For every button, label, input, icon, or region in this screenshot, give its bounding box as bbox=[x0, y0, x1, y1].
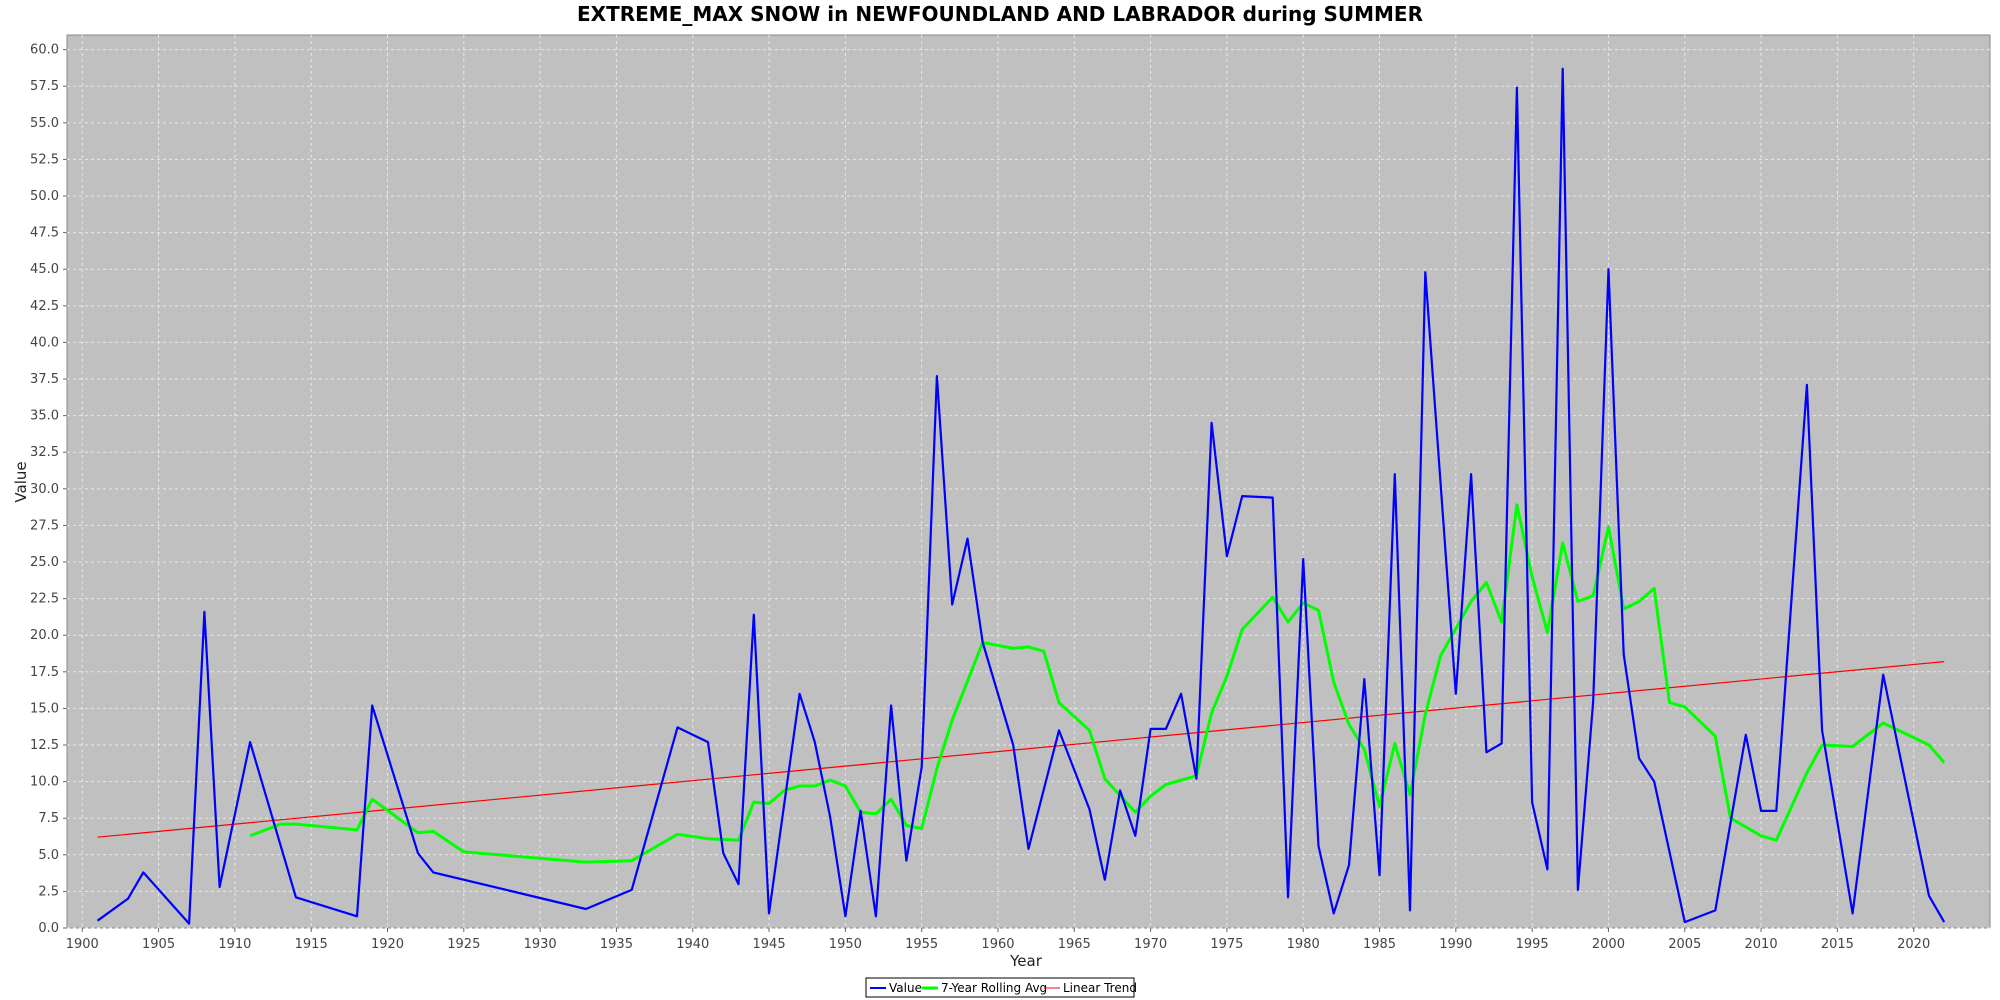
x-tick-label: 2010 bbox=[1745, 937, 1778, 952]
y-tick-label: 30.0 bbox=[30, 482, 59, 497]
x-tick-label: 1955 bbox=[905, 937, 938, 952]
x-tick-label: 1910 bbox=[218, 937, 251, 952]
y-tick-label: 27.5 bbox=[30, 518, 59, 533]
x-axis-label: Year bbox=[1009, 952, 1043, 970]
y-tick-label: 15.0 bbox=[30, 701, 59, 716]
y-tick-label: 25.0 bbox=[30, 555, 59, 570]
x-axis-ticks: 1900 1905 1910 1915 1920 1925 1930 1935 1940 1945… bbox=[66, 928, 1930, 952]
series-lines bbox=[96, 67, 1946, 925]
x-tick-label: 1950 bbox=[829, 937, 862, 952]
grid bbox=[67, 35, 1990, 929]
y-tick-label: 20.0 bbox=[30, 628, 59, 643]
y-tick-label: 0.0 bbox=[38, 921, 59, 936]
x-tick-label: 1975 bbox=[1210, 937, 1243, 952]
x-tick-label: 1935 bbox=[600, 937, 633, 952]
legend-label-value: Value bbox=[889, 981, 922, 995]
y-tick-label: 32.5 bbox=[30, 445, 59, 460]
legend-label-linear-trend: Linear Trend bbox=[1063, 981, 1137, 995]
y-tick-label: 47.5 bbox=[30, 226, 59, 241]
x-tick-label: 2020 bbox=[1897, 937, 1930, 952]
series-line-linear-trend bbox=[97, 661, 1945, 838]
chart-title: EXTREME_MAX SNOW in NEWFOUNDLAND AND LAB… bbox=[577, 2, 1423, 26]
x-tick-label: 1925 bbox=[447, 937, 480, 952]
y-tick-label: 10.0 bbox=[30, 775, 59, 790]
x-tick-label: 1965 bbox=[1058, 937, 1091, 952]
y-tick-label: 22.5 bbox=[30, 592, 59, 607]
x-tick-label: 1980 bbox=[1287, 937, 1320, 952]
y-tick-label: 50.0 bbox=[30, 189, 59, 204]
y-axis-label: Value bbox=[12, 461, 30, 502]
y-tick-label: 7.5 bbox=[38, 811, 59, 826]
y-tick-label: 2.5 bbox=[38, 884, 59, 899]
y-tick-label: 42.5 bbox=[30, 299, 59, 314]
x-tick-label: 1900 bbox=[66, 937, 99, 952]
y-tick-label: 60.0 bbox=[30, 43, 59, 58]
x-tick-label: 1930 bbox=[524, 937, 557, 952]
y-tick-label: 17.5 bbox=[30, 665, 59, 680]
x-tick-label: 2005 bbox=[1668, 937, 1701, 952]
y-tick-label: 40.0 bbox=[30, 335, 59, 350]
legend-label-rolling-avg: 7-Year Rolling Avg bbox=[941, 981, 1047, 995]
x-tick-label: 1915 bbox=[295, 937, 328, 952]
x-tick-label: 1970 bbox=[1134, 937, 1167, 952]
y-tick-label: 5.0 bbox=[38, 848, 59, 863]
series-line-value bbox=[96, 67, 1946, 925]
x-tick-label: 1960 bbox=[981, 937, 1014, 952]
plot-area bbox=[66, 34, 1991, 929]
y-axis-ticks: 0.0 2.5 5.0 7.5 10.0 12.5 15.0 17.5 20.0 22.5 25.0… bbox=[30, 43, 67, 936]
x-tick-label: 1920 bbox=[371, 937, 404, 952]
x-tick-label: 1940 bbox=[676, 937, 709, 952]
y-tick-label: 45.0 bbox=[30, 262, 59, 277]
y-tick-label: 57.5 bbox=[30, 79, 59, 94]
series-line-rolling-avg bbox=[249, 503, 1946, 864]
legend: Value 7-Year Rolling Avg Linear Trend bbox=[865, 977, 1137, 998]
legend-box bbox=[865, 977, 1135, 998]
x-tick-label: 1905 bbox=[142, 937, 175, 952]
y-tick-label: 35.0 bbox=[30, 409, 59, 424]
x-tick-label: 1995 bbox=[1516, 937, 1549, 952]
y-tick-label: 12.5 bbox=[30, 738, 59, 753]
x-tick-label: 1990 bbox=[1439, 937, 1472, 952]
y-tick-label: 37.5 bbox=[30, 372, 59, 387]
x-tick-label: 1985 bbox=[1363, 937, 1396, 952]
x-tick-label: 2000 bbox=[1592, 937, 1625, 952]
y-tick-label: 52.5 bbox=[30, 152, 59, 167]
x-tick-label: 1945 bbox=[753, 937, 786, 952]
y-tick-label: 55.0 bbox=[30, 116, 59, 131]
x-tick-label: 2015 bbox=[1821, 937, 1854, 952]
